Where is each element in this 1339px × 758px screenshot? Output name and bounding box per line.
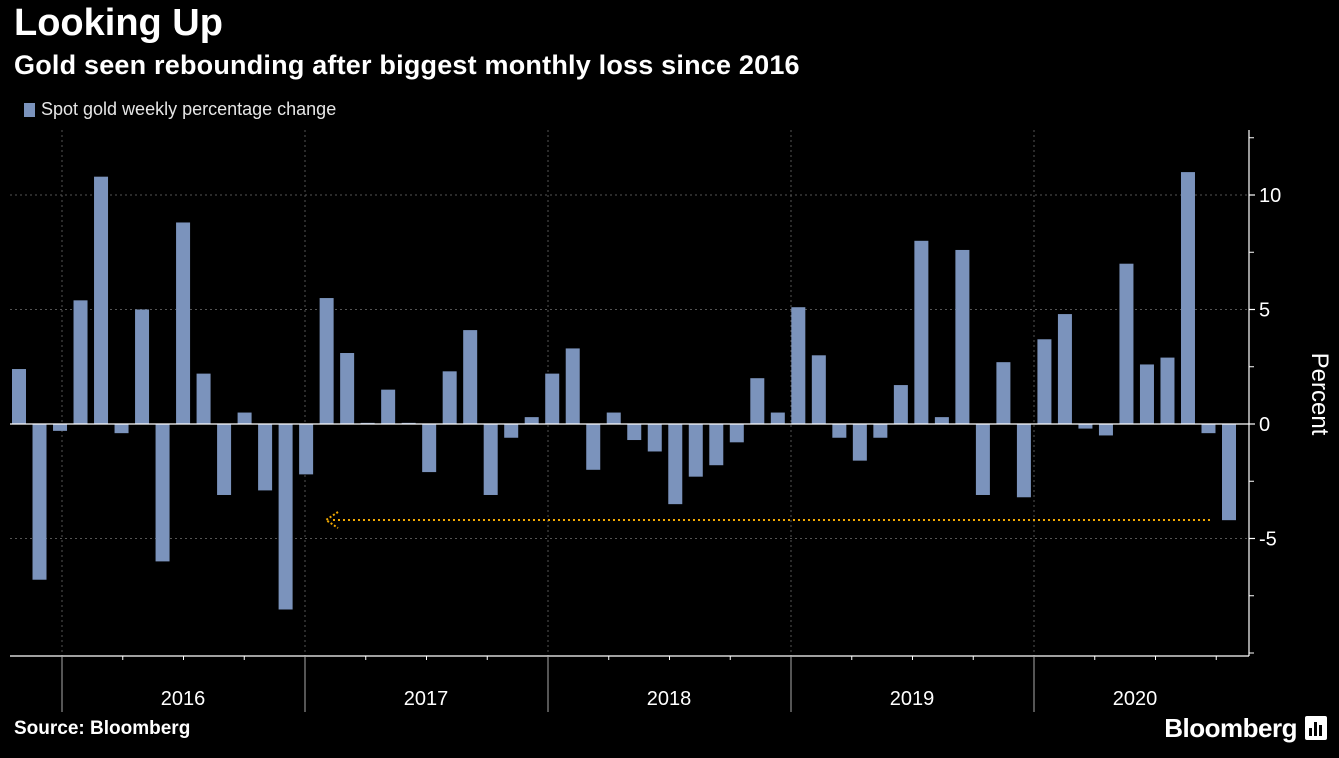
bar	[934, 417, 949, 424]
year-label: 2019	[890, 688, 935, 710]
bar	[1078, 424, 1093, 429]
chart-title: Looking Up	[14, 2, 223, 44]
bar	[217, 424, 232, 495]
bar	[668, 424, 683, 505]
y-axis-label: Percent	[1306, 353, 1333, 436]
bar	[1119, 263, 1134, 424]
bar	[852, 424, 867, 461]
bar	[258, 424, 273, 491]
bar	[135, 309, 150, 424]
bar	[114, 424, 129, 434]
bar	[770, 412, 785, 424]
y-tick-label: 5	[1259, 300, 1270, 322]
bar	[1016, 424, 1031, 498]
bar	[1180, 172, 1195, 424]
year-label: 2017	[404, 688, 449, 710]
bar	[709, 424, 724, 466]
bar	[504, 424, 519, 438]
bar	[12, 369, 26, 424]
bar	[422, 424, 437, 473]
bar	[1057, 314, 1072, 424]
bar	[278, 424, 293, 610]
bloomberg-logo: Bloomberg	[1164, 713, 1297, 743]
bar	[647, 424, 662, 452]
bar	[1160, 357, 1175, 424]
bar	[442, 371, 457, 424]
legend-swatch	[24, 102, 35, 117]
bar	[545, 373, 560, 424]
year-label: 2016	[161, 688, 206, 710]
bar	[565, 348, 580, 424]
bar	[340, 353, 355, 424]
bar	[73, 300, 88, 424]
bar	[996, 362, 1011, 424]
bar	[873, 424, 888, 438]
bar	[381, 389, 396, 424]
bar	[463, 330, 478, 424]
bar	[155, 424, 170, 562]
chart-subtitle: Gold seen rebounding after biggest month…	[14, 50, 800, 80]
bar	[1222, 424, 1236, 521]
bar	[299, 424, 314, 475]
bar	[791, 307, 806, 424]
bar	[94, 176, 109, 424]
bar	[196, 373, 211, 424]
y-tick-label: 0	[1259, 414, 1270, 436]
bar	[1098, 424, 1113, 436]
bar	[606, 412, 621, 424]
bar	[811, 355, 826, 424]
bar	[627, 424, 642, 441]
legend-label: Spot gold weekly percentage change	[41, 99, 337, 119]
bar	[832, 424, 847, 438]
legend: Spot gold weekly percentage change	[24, 99, 336, 120]
bar	[914, 240, 929, 424]
bar	[1037, 339, 1052, 424]
bar	[524, 417, 539, 424]
bar	[53, 424, 68, 431]
bar	[893, 385, 908, 424]
bar	[176, 222, 191, 424]
bar	[729, 424, 744, 443]
bar	[750, 378, 765, 424]
year-label: 2018	[647, 688, 692, 710]
y-tick-label: 10	[1259, 185, 1281, 207]
bar	[483, 424, 498, 495]
bar	[1139, 364, 1154, 424]
bar	[975, 424, 990, 495]
annotation-arrow-head	[324, 511, 339, 529]
y-tick-label: -5	[1259, 529, 1277, 551]
bar	[955, 249, 970, 424]
bar	[319, 298, 334, 424]
bar-chart-icon	[1305, 716, 1327, 740]
bar	[688, 424, 703, 477]
source-note: Source: Bloomberg	[14, 718, 191, 739]
bar	[586, 424, 601, 470]
bar	[32, 424, 47, 580]
bar	[237, 412, 252, 424]
bar	[1201, 424, 1216, 434]
year-label: 2020	[1113, 688, 1158, 710]
